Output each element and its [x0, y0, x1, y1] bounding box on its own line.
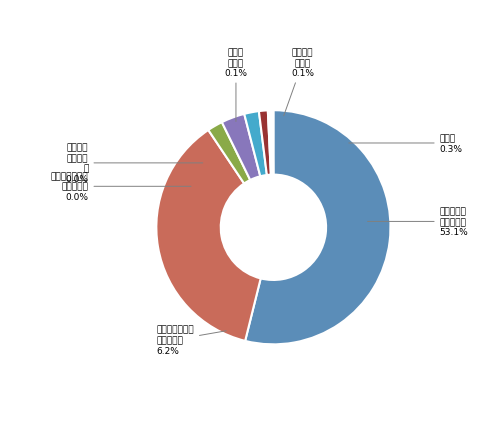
Text: 共通・
支援等
0.1%: 共通・ 支援等 0.1%: [224, 49, 248, 122]
Wedge shape: [222, 115, 260, 180]
Wedge shape: [208, 123, 250, 184]
Wedge shape: [156, 131, 260, 341]
Wedge shape: [270, 111, 272, 175]
Text: 鉄道事業に
関する補助
53.1%: 鉄道事業に 関する補助 53.1%: [368, 207, 468, 237]
Wedge shape: [268, 111, 272, 175]
Wedge shape: [244, 112, 267, 177]
Wedge shape: [272, 111, 273, 175]
Text: その他
0.3%: その他 0.3%: [349, 134, 463, 153]
Text: 地域公共
交通維持
等
0.0%: 地域公共 交通維持 等 0.0%: [66, 144, 202, 184]
Text: 運転免許取得・
更新支援等
0.0%: 運転免許取得・ 更新支援等 0.0%: [51, 172, 191, 202]
Wedge shape: [271, 111, 272, 175]
Wedge shape: [272, 111, 274, 175]
Text: 鉄道事業
支援等
0.1%: 鉄道事業 支援等 0.1%: [284, 49, 314, 117]
Wedge shape: [259, 111, 271, 176]
Text: サービス改善・
肉付け事業
6.2%: サービス改善・ 肉付け事業 6.2%: [156, 325, 226, 355]
Wedge shape: [245, 111, 390, 345]
